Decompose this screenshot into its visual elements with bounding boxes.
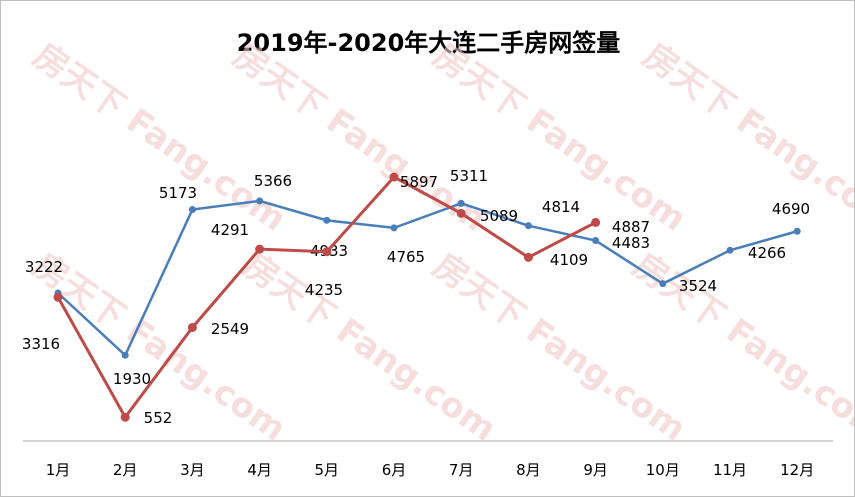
series-line-0 [57,199,798,358]
x-tick-label: 3月 [180,461,205,479]
data-point [726,246,734,254]
data-point [120,412,130,422]
data-label: 4814 [542,198,580,216]
data-point [53,292,63,302]
data-point [456,208,466,218]
data-point [457,199,465,207]
data-label: 5366 [254,172,292,190]
data-label: 3222 [25,258,63,276]
x-tick-label: 5月 [315,461,340,479]
data-point [323,216,331,224]
data-point [390,224,398,232]
data-label: 4235 [305,281,343,299]
data-point [187,322,197,332]
data-point [523,252,533,262]
x-tick-label: 7月 [449,461,474,479]
data-point [188,206,196,214]
data-label: 4887 [612,218,650,236]
data-label: 5311 [450,167,488,185]
x-tick-label: 10月 [646,461,680,479]
data-label: 5089 [480,207,518,225]
x-tick-label: 8月 [516,461,541,479]
data-label: 5173 [159,184,197,202]
data-label: 4765 [387,248,425,266]
data-point [121,351,129,359]
x-tick-label: 1月 [46,461,71,479]
x-tick-label: 9月 [583,461,608,479]
data-point [322,247,332,257]
data-label: 2549 [211,320,249,338]
data-point [592,237,600,245]
x-tick-label: 4月 [247,461,272,479]
data-point [591,217,601,227]
x-tick-label: 11月 [713,461,747,479]
x-tick-label: 12月 [780,461,814,479]
chart-title: 2019年-2020年大连二手房网签量 [236,29,621,57]
data-label: 3524 [679,277,717,295]
data-label: 4291 [211,221,249,239]
data-label: 552 [144,409,173,427]
data-point [524,222,532,230]
data-label: 4109 [550,251,588,269]
data-point [255,244,265,254]
x-tick-label: 6月 [382,461,407,479]
x-tick-label: 2月 [113,461,138,479]
data-label: 1930 [113,370,151,388]
data-label: 4483 [612,234,650,252]
data-point [793,227,801,235]
data-point [256,197,264,205]
data-label: 4690 [772,200,810,218]
data-point [659,280,667,288]
data-label: 5897 [400,173,438,191]
data-label: 3316 [22,335,60,353]
data-label: 4266 [748,244,786,262]
data-point [389,172,399,182]
